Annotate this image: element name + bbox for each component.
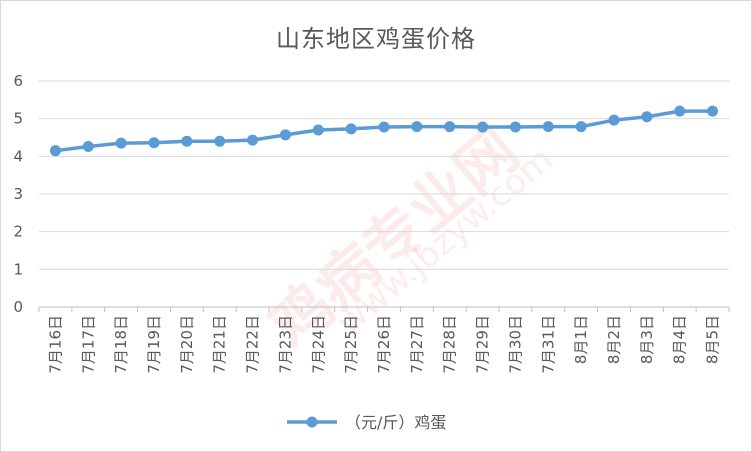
y-tick-label-4: 4 <box>13 147 23 165</box>
series-layer <box>49 105 719 157</box>
data-point <box>444 121 456 133</box>
data-point <box>575 121 587 133</box>
y-tick-label-1: 1 <box>13 260 23 278</box>
x-tick-label: 7月23日 <box>276 315 294 374</box>
data-point <box>214 135 226 147</box>
x-tick-label: 8月4日 <box>671 315 689 364</box>
data-point <box>345 123 357 135</box>
x-tick-label: 7月21日 <box>211 315 229 374</box>
data-point <box>82 141 94 153</box>
x-tick-label: 7月28日 <box>441 315 459 374</box>
x-tick-label: 7月22日 <box>244 315 262 374</box>
data-point <box>115 137 127 149</box>
data-point <box>378 121 390 133</box>
legend-label: （元/斤）鸡蛋 <box>345 413 446 432</box>
grid-lines <box>39 80 729 270</box>
x-tick-label: 8月3日 <box>638 315 656 364</box>
x-axis <box>38 306 730 312</box>
x-tick-label: 7月26日 <box>375 315 393 374</box>
x-tick-label: 7月25日 <box>342 315 360 374</box>
data-point <box>279 129 291 141</box>
data-point <box>181 135 193 147</box>
x-tick-label: 7月18日 <box>112 315 130 374</box>
y-tick-label-2: 2 <box>13 223 23 241</box>
legend: （元/斤）鸡蛋 <box>287 413 446 432</box>
data-point <box>707 105 719 117</box>
x-tick-label: 7月20日 <box>178 315 196 374</box>
data-point <box>247 134 259 146</box>
data-point <box>148 137 160 149</box>
x-tick-label: 7月27日 <box>408 315 426 374</box>
data-point <box>674 105 686 117</box>
y-tick-label-3: 3 <box>13 185 23 203</box>
legend-marker <box>306 416 318 428</box>
y-tick-label-6: 6 <box>13 72 23 90</box>
y-tick-label-0: 0 <box>13 298 23 316</box>
x-tick-label: 7月29日 <box>474 315 492 374</box>
data-point <box>641 111 653 123</box>
x-tick-label: 8月1日 <box>572 315 590 364</box>
x-tick-label: 7月19日 <box>145 315 163 374</box>
x-tick-label: 7月24日 <box>309 315 327 374</box>
data-point <box>411 121 423 133</box>
data-point <box>608 114 620 126</box>
x-tick-label: 7月31日 <box>539 315 557 374</box>
x-tick-label: 8月5日 <box>704 315 722 364</box>
x-tick-label: 8月2日 <box>605 315 623 364</box>
chart-title: 山东地区鸡蛋价格 <box>276 25 476 53</box>
data-point <box>477 121 489 133</box>
data-point <box>542 121 554 133</box>
y-tick-label-5: 5 <box>13 110 23 128</box>
x-tick-label: 7月17日 <box>79 315 97 374</box>
data-point <box>312 124 324 136</box>
x-tick-label: 7月30日 <box>506 315 524 374</box>
data-point <box>509 121 521 133</box>
x-tick-label: 7月16日 <box>46 315 64 374</box>
y-axis-ticks: 0 1 2 3 4 5 6 <box>13 72 23 316</box>
data-point <box>49 145 61 157</box>
x-axis-ticks: 7月16日 7月17日 7月18日 7月19日 7月20日 7月21日 7月22日 7月23日… <box>46 315 721 374</box>
